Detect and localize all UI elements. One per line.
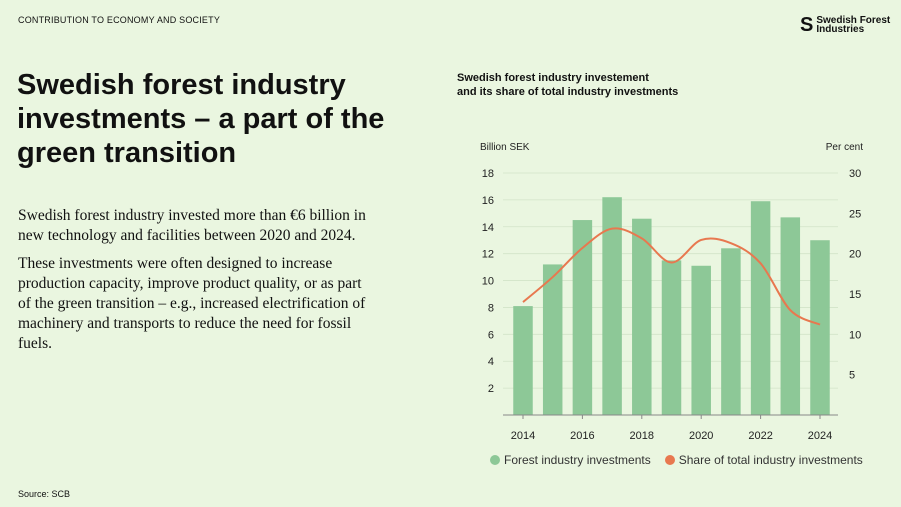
logo: S Swedish Forest Industries — [800, 15, 901, 35]
bar — [780, 217, 801, 415]
legend-label: Share of total industry investments — [678, 453, 863, 467]
y-tick-label: 6 — [488, 329, 494, 341]
bar — [513, 306, 533, 415]
y2-tick-label: 20 — [849, 249, 861, 261]
section-label: CONTRIBUTION TO ECONOMY AND SOCIETY — [18, 15, 221, 25]
bar — [661, 260, 682, 415]
logo-icon: S — [800, 14, 814, 36]
y-tick-label: 2 — [488, 383, 494, 395]
x-tick-label: 2020 — [689, 430, 713, 442]
x-tick-label: 2018 — [630, 430, 654, 442]
y2-axis-label: Per cent — [826, 142, 863, 153]
x-tick-label: 2024 — [808, 430, 832, 442]
paragraph-1: Swedish forest industry invested more th… — [18, 207, 366, 244]
body-text: Swedish forest industry invested more th… — [18, 206, 378, 362]
chart-title-line-2: and its share of total industry investme… — [457, 86, 679, 98]
legend-item-bars: Forest industry investments — [490, 453, 651, 467]
y-tick-label: 4 — [488, 356, 494, 368]
x-tick-label: 2016 — [570, 430, 594, 442]
bar — [721, 248, 741, 415]
legend-bar-swatch — [490, 455, 500, 465]
x-tick-label: 2022 — [748, 430, 772, 442]
y2-tick-label: 25 — [849, 208, 861, 220]
legend-item-line: Share of total industry investments — [664, 453, 863, 467]
bar — [542, 264, 563, 415]
y-tick-label: 14 — [482, 222, 494, 234]
chart-title-line-1: Swedish forest industry investement — [457, 72, 649, 84]
legend: Forest industry investments Share of tot… — [490, 453, 863, 467]
y-tick-label: 16 — [482, 195, 494, 207]
bar — [572, 220, 593, 415]
y-tick-label: 12 — [482, 249, 494, 261]
x-tick-label: 2014 — [511, 430, 535, 442]
bar — [691, 265, 711, 415]
bar — [602, 197, 622, 415]
legend-line-swatch — [664, 455, 675, 465]
bar — [750, 201, 771, 415]
bar — [810, 240, 830, 415]
legend-label: Forest industry investments — [504, 453, 651, 467]
y-tick-label: 8 — [488, 302, 494, 314]
paragraph-2: These investments were often designed to… — [18, 255, 366, 352]
page-title: Swedish forest industry investments – a … — [17, 69, 385, 169]
y2-tick-label: 15 — [849, 289, 861, 301]
y2-tick-label: 10 — [849, 329, 861, 341]
bar — [632, 218, 652, 415]
chart-title: Swedish forest industry investement and … — [457, 71, 678, 99]
y2-tick-label: 5 — [849, 370, 855, 382]
y2-tick-label: 30 — [849, 168, 861, 180]
y-tick-label: 18 — [482, 168, 494, 180]
y-axis-label: Billion SEK — [480, 142, 530, 153]
y-tick-label: 10 — [482, 276, 494, 288]
source-note: Source: SCB — [18, 489, 71, 499]
logo-text: Swedish Forest Industries — [816, 15, 891, 35]
